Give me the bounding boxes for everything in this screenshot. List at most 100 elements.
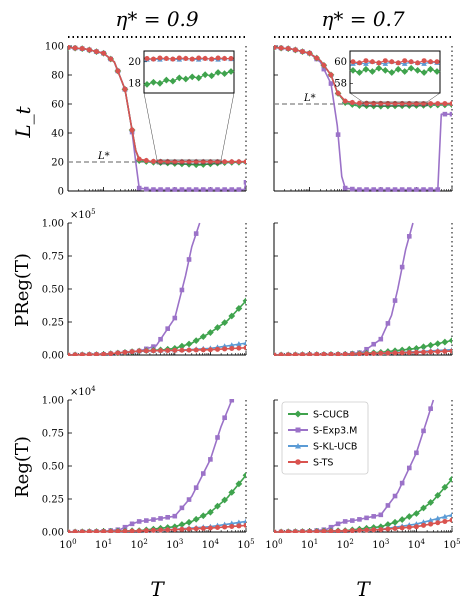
series-marker-s-cucb	[413, 345, 420, 352]
series-marker-s-exp3-m	[144, 186, 149, 192]
series-marker-s-ts	[243, 159, 246, 165]
series-marker-s-ts	[207, 159, 213, 165]
series-marker-s-exp3-m	[350, 518, 355, 523]
series-marker-s-ts	[72, 529, 78, 533]
series-marker-s-ts	[449, 101, 452, 107]
series-marker-s-exp3-m	[328, 81, 334, 86]
series-marker-s-ts	[165, 348, 171, 354]
inset-marker-s-ts	[202, 56, 208, 62]
series-marker-s-ts	[274, 45, 277, 50]
series-line-s-exp3-m	[274, 399, 435, 533]
series-marker-s-cucb	[420, 504, 427, 512]
x-tick-label: 100	[265, 538, 282, 551]
series-marker-s-exp3-m	[414, 450, 419, 456]
series-marker-s-exp3-m	[129, 521, 135, 527]
inset-marker-s-ts	[415, 60, 421, 66]
legend-label-s-ts: S-TS	[313, 458, 333, 469]
inset-marker-s-ts	[434, 59, 440, 65]
series-marker-s-cucb	[185, 340, 193, 348]
inset-marker-s-ts	[389, 59, 395, 65]
series-marker-s-cucb	[427, 499, 435, 506]
series-marker-s-ts	[335, 90, 341, 96]
series-marker-s-ts	[328, 351, 334, 356]
series-group	[274, 222, 452, 356]
inset-marker-s-kl-ucb	[401, 60, 408, 66]
series-marker-s-cucb	[441, 338, 449, 346]
series-marker-s-ts	[68, 529, 71, 533]
series-marker-s-ts	[321, 351, 327, 356]
series-marker-s-exp3-m	[378, 187, 384, 192]
series-marker-s-exp3-m	[342, 185, 348, 191]
y-tick-label: 0.50	[42, 462, 64, 473]
x-tick-label: 103	[166, 538, 183, 551]
series-marker-s-exp3-m	[392, 187, 398, 192]
series-marker-s-ts	[392, 525, 398, 531]
inset-marker-s-cucb	[394, 65, 402, 73]
series-marker-s-ts	[72, 352, 78, 356]
series-line-s-exp3-m	[274, 222, 414, 356]
y-tick-label: 40	[51, 129, 64, 140]
series-group	[68, 222, 246, 356]
series-marker-s-cucb	[448, 337, 452, 344]
inset-marker-s-kl-ucb	[421, 60, 427, 66]
series-marker-s-exp3-m	[399, 264, 405, 270]
inset-marker-s-ts	[150, 56, 156, 62]
series-marker-s-kl-ucb	[236, 341, 242, 347]
series-marker-s-ts	[222, 524, 228, 530]
series-marker-s-ts	[356, 351, 362, 356]
series-marker-s-ts	[399, 525, 405, 531]
series-marker-s-exp3-m	[364, 515, 369, 521]
x-axis-label-1: T	[150, 577, 165, 601]
legend-label-s-kl-ucb: S-KL-UCB	[313, 442, 357, 453]
inset-marker-s-cucb	[407, 64, 415, 72]
series-marker-s-ts	[86, 352, 92, 356]
series-marker-s-ts	[179, 347, 185, 353]
inset-marker-s-cucb	[227, 68, 235, 75]
series-marker-s-ts	[136, 156, 142, 162]
inset-marker-s-cucb	[143, 80, 151, 88]
series-marker-s-cucb	[178, 521, 186, 528]
series-marker-s-ts	[79, 46, 85, 52]
series-marker-s-kl-ucb	[236, 519, 242, 525]
series-marker-s-ts	[385, 350, 391, 356]
series-marker-s-kl-ucb	[228, 342, 235, 348]
series-marker-s-exp3-m	[165, 326, 170, 331]
series-marker-s-exp3-m	[385, 321, 391, 326]
series-marker-s-exp3-m	[406, 234, 412, 239]
series-marker-s-exp3-m	[136, 185, 142, 191]
y-tick-label: 0.25	[42, 495, 64, 506]
series-marker-s-ts	[179, 526, 185, 532]
series-marker-s-ts	[378, 350, 384, 356]
inset-marker-s-ts	[215, 55, 221, 61]
series-marker-s-kl-ucb	[434, 515, 441, 521]
legend-marker-s-kl-ucb	[295, 443, 301, 449]
series-marker-s-cucb	[235, 305, 243, 312]
inset-marker-s-cucb	[368, 68, 376, 75]
series-marker-s-ts	[349, 99, 355, 105]
series-marker-s-exp3-m	[186, 257, 192, 262]
y-scale-factor-reg: ×104	[70, 385, 96, 398]
inset-marker-s-ts	[363, 58, 369, 64]
inset-marker-s-ts	[157, 55, 163, 61]
x-tick-label: 102	[337, 538, 354, 551]
zoom-connector	[220, 92, 235, 161]
inset-marker-s-cucb	[175, 74, 183, 82]
column-title-2: η* = 0.7	[321, 7, 405, 31]
series-marker-s-ts	[150, 158, 156, 164]
column-title-1: η* = 0.9	[115, 7, 199, 31]
series-marker-s-ts	[68, 45, 71, 50]
series-marker-s-cucb	[228, 312, 236, 320]
series-marker-s-ts	[136, 528, 142, 533]
series-marker-s-cucb	[192, 337, 200, 345]
series-marker-s-exp3-m	[215, 187, 220, 192]
series-marker-s-ts	[285, 46, 291, 52]
series-marker-s-ts	[356, 527, 362, 533]
series-marker-s-ts	[193, 347, 199, 353]
inset-marker-s-ts	[228, 56, 234, 62]
series-marker-s-ts	[299, 49, 305, 55]
series-marker-s-ts	[122, 528, 128, 533]
inset-marker-s-ts	[395, 60, 401, 66]
series-marker-s-exp3-m	[449, 111, 452, 117]
series-marker-s-exp3-m	[364, 346, 369, 352]
